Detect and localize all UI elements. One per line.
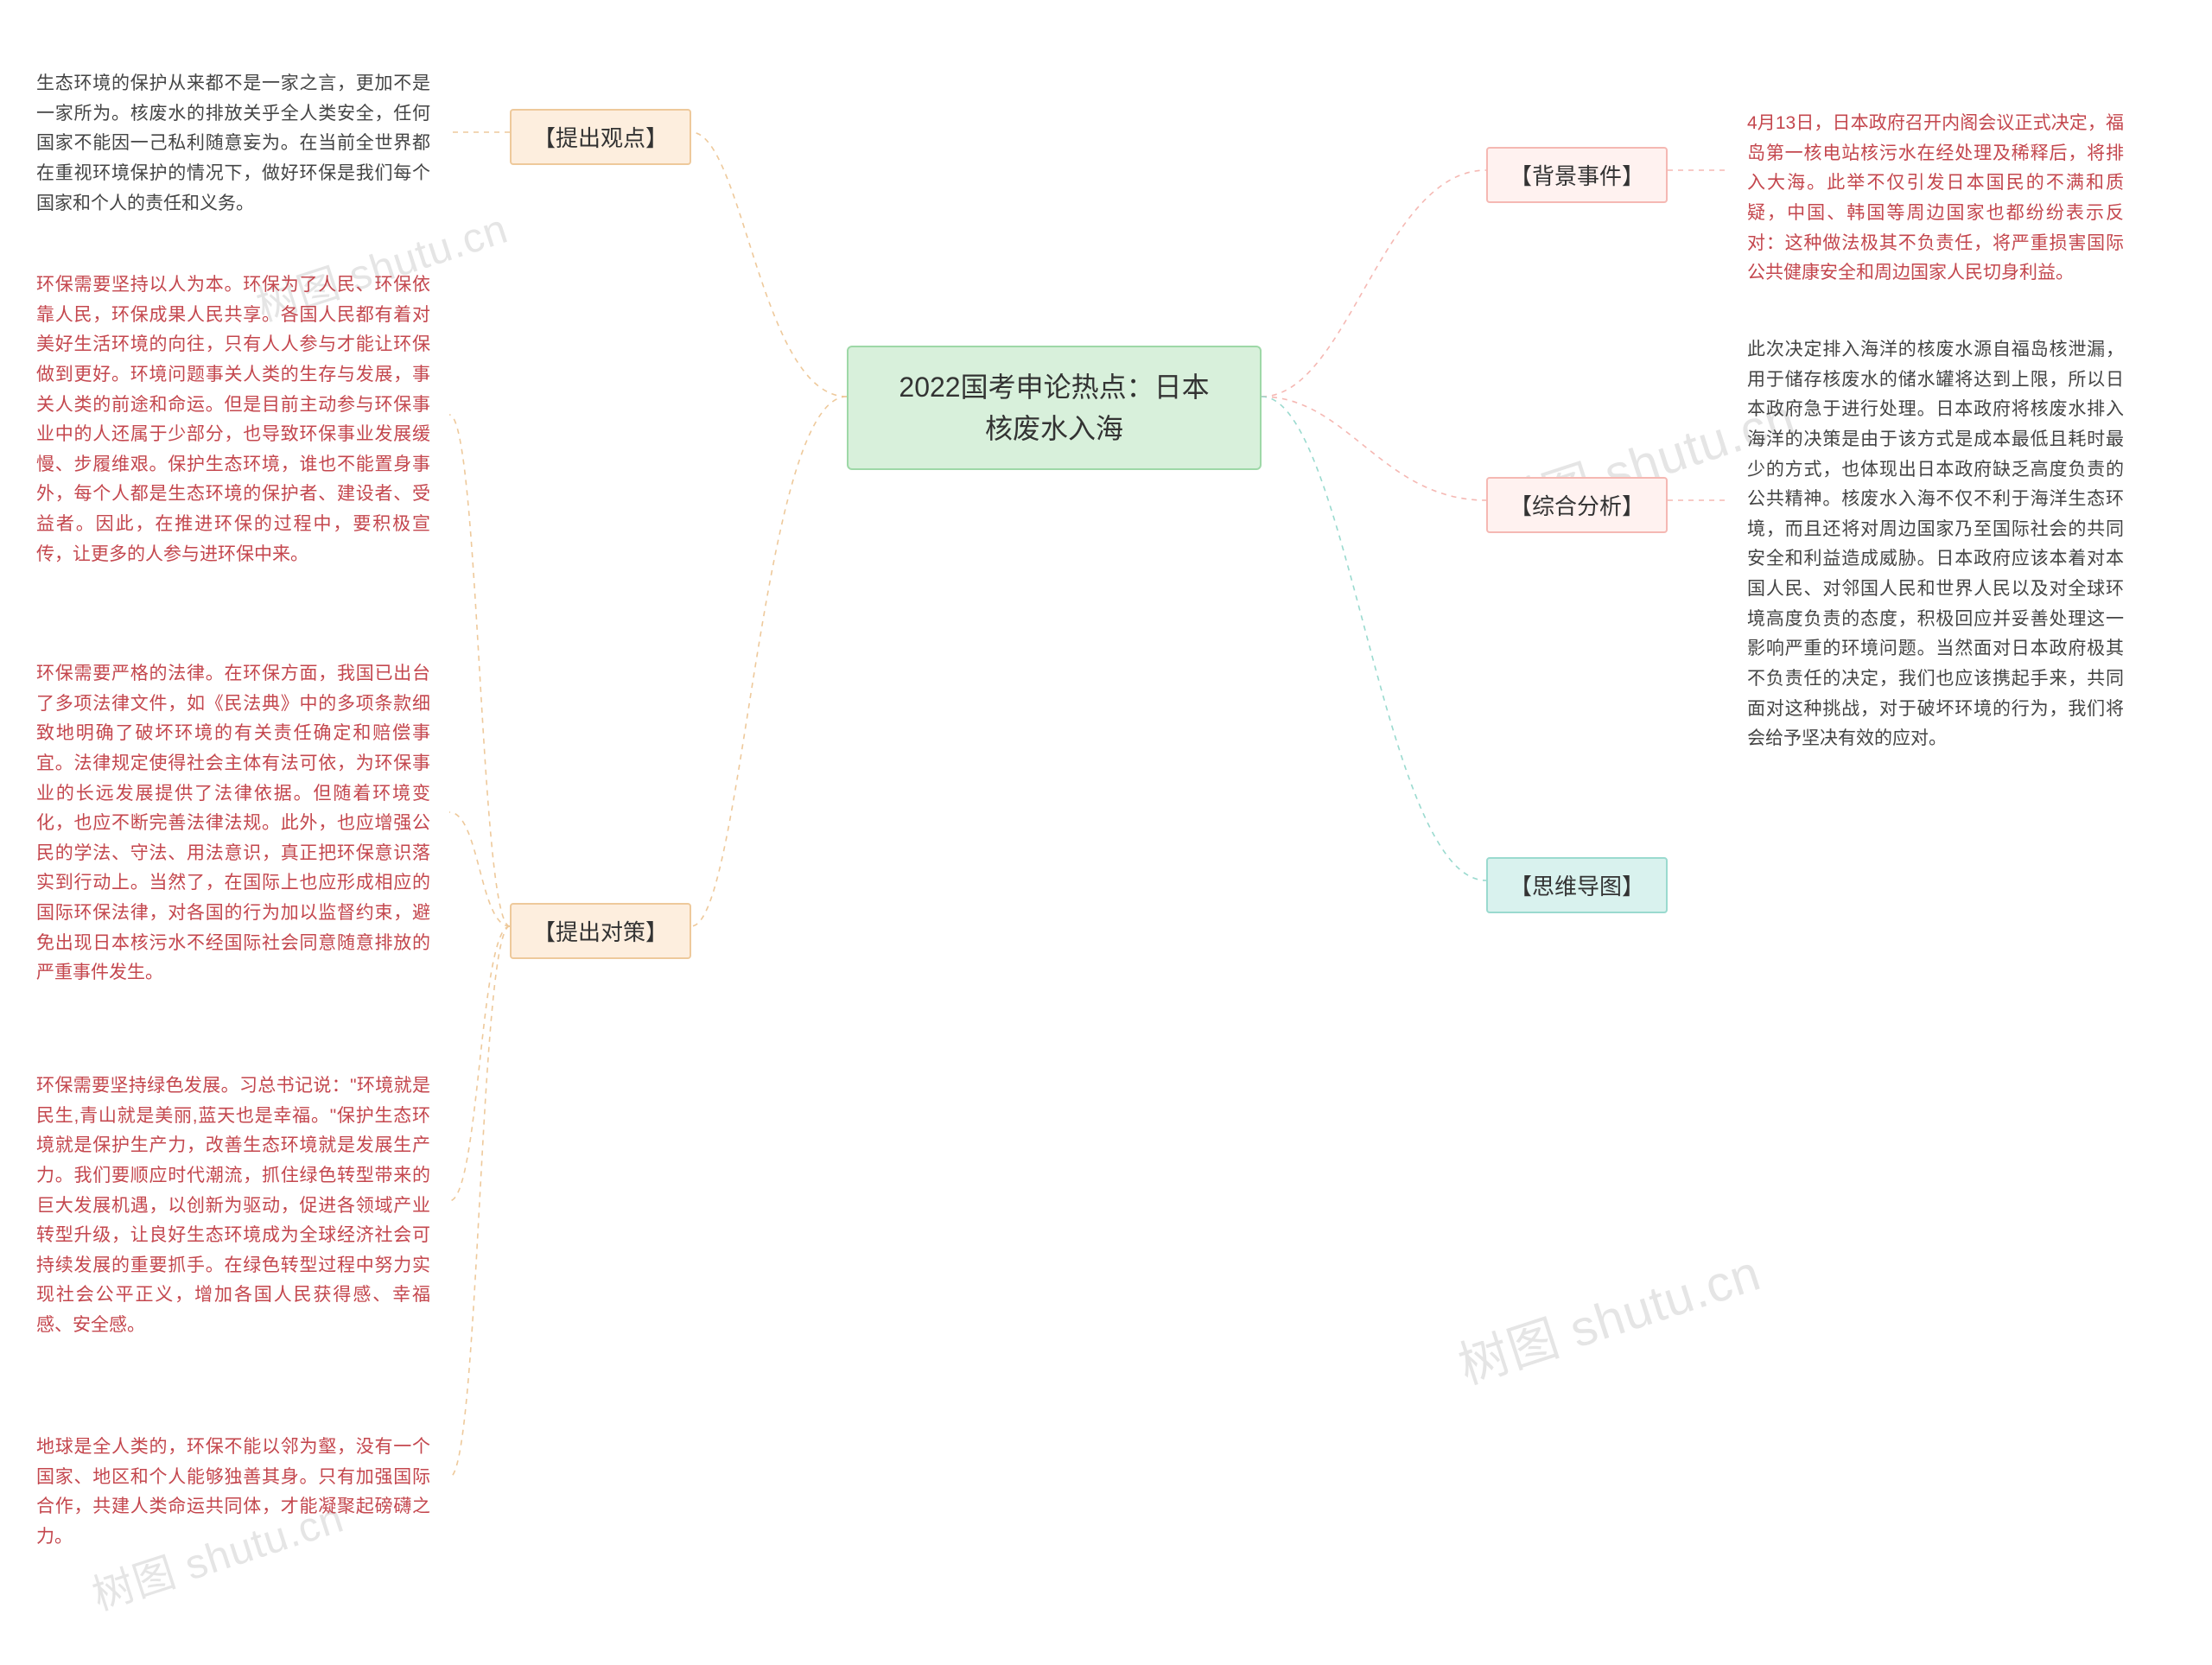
leaf-strategy-3: 环保需要坚持绿色发展。习总书记说："环境就是民生,青山就是美丽,蓝天也是幸福。"… [17,1056,449,1357]
branch-label: 【综合分析】 [1510,493,1644,519]
branch-label: 【思维导图】 [1510,874,1644,899]
leaf-strategy-1: 环保需要坚持以人为本。环保为了人民、环保依靠人民，环保成果人民共享。各国人民都有… [17,255,449,585]
leaf-strategy-2: 环保需要严格的法律。在环保方面，我国已出台了多项法律文件，如《民法典》中的多项条… [17,644,449,1004]
branch-label: 【提出观点】 [533,125,668,151]
center-node[interactable]: 2022国考申论热点：日本 核废水入海 [847,346,1262,470]
leaf-text: 环保需要严格的法律。在环保方面，我国已出台了多项法律文件，如《民法典》中的多项条… [36,664,430,982]
leaf-text: 4月13日，日本政府召开内阁会议正式决定，福岛第一核电站核污水在经处理及稀释后，… [1747,113,2124,283]
branch-analysis[interactable]: 【综合分析】 [1486,477,1668,533]
branch-label: 【背景事件】 [1510,163,1644,189]
watermark: 树图 shutu.cn [1448,1232,1769,1398]
leaf-analysis: 此次决定排入海洋的核废水源自福岛核泄漏，用于储存核废水的储水罐将达到上限，所以日… [1728,320,2143,770]
branch-viewpoint[interactable]: 【提出观点】 [510,109,691,165]
leaf-text: 生态环境的保护从来都不是一家之言，更加不是一家所为。核废水的排放关乎全人类安全，… [36,73,430,213]
branch-mindmap[interactable]: 【思维导图】 [1486,857,1668,913]
branch-strategy[interactable]: 【提出对策】 [510,903,691,959]
center-title-line2: 核废水入海 [985,413,1123,444]
leaf-text: 此次决定排入海洋的核废水源自福岛核泄漏，用于储存核废水的储水罐将达到上限，所以日… [1747,340,2124,748]
leaf-background-event: 4月13日，日本政府召开内阁会议正式决定，福岛第一核电站核污水在经处理及稀释后，… [1728,93,2143,304]
center-title-line1: 2022国考申论热点：日本 [899,372,1209,403]
branch-background-event[interactable]: 【背景事件】 [1486,147,1668,203]
leaf-text: 环保需要坚持绿色发展。习总书记说："环境就是民生,青山就是美丽,蓝天也是幸福。"… [36,1076,430,1335]
branch-label: 【提出对策】 [533,919,668,945]
leaf-viewpoint: 生态环境的保护从来都不是一家之言，更加不是一家所为。核废水的排放关乎全人类安全，… [17,54,449,234]
leaf-text: 环保需要坚持以人为本。环保为了人民、环保依靠人民，环保成果人民共享。各国人民都有… [36,275,430,564]
leaf-text: 地球是全人类的，环保不能以邻为壑，没有一个国家、地区和个人能够独善其身。只有加强… [36,1437,430,1547]
leaf-strategy-4: 地球是全人类的，环保不能以邻为壑，没有一个国家、地区和个人能够独善其身。只有加强… [17,1417,449,1568]
